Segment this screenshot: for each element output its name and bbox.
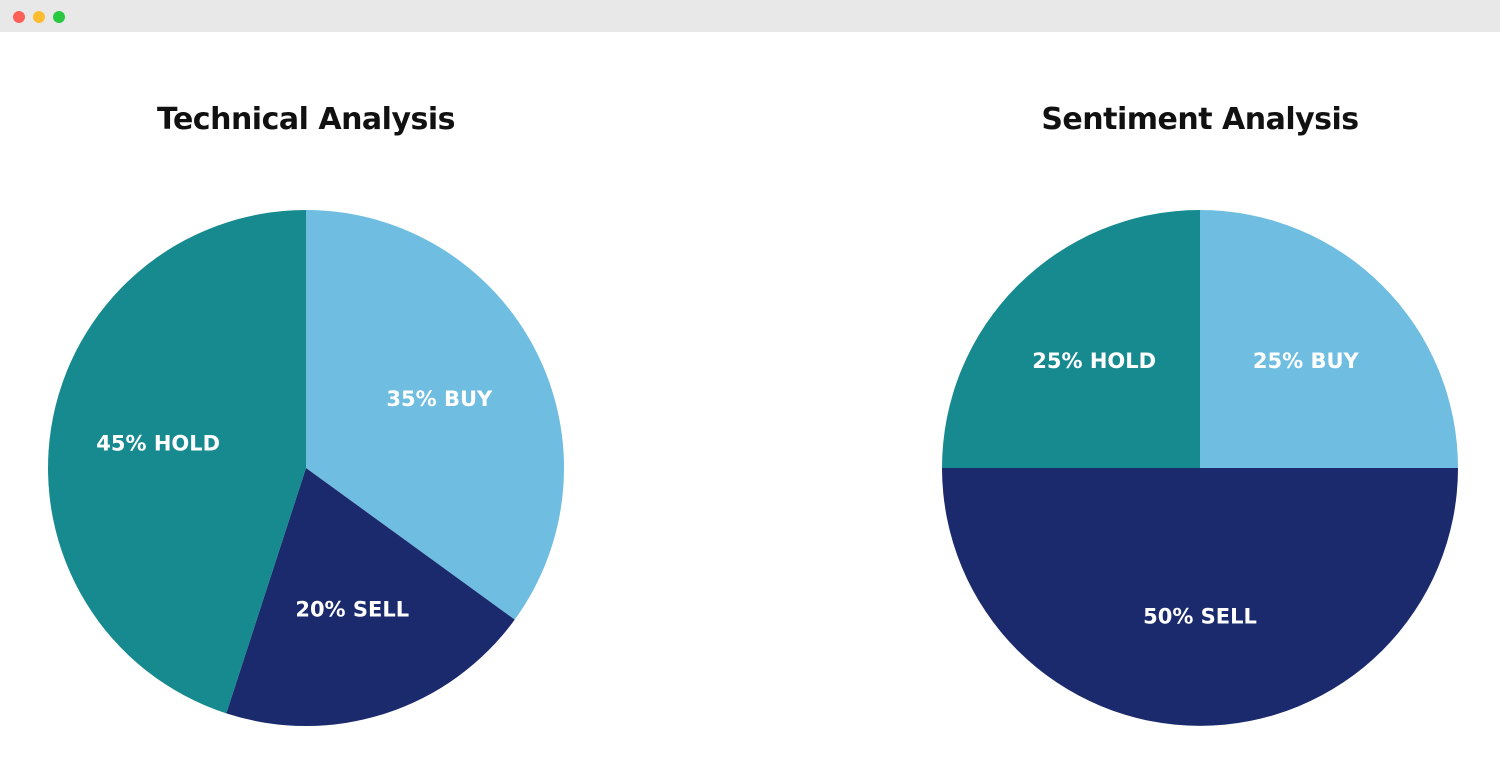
pie-charts: 35% BUY 20% SELL 45% HOLD 25% BUY 50% SELL 25… [48, 210, 1458, 726]
technical-slice-hold [48, 210, 307, 714]
technical-slice-sell [226, 468, 515, 726]
sentiment-label-hold: 25% HOLD [1032, 349, 1156, 373]
sentiment-slice-hold [942, 210, 1200, 468]
charts-panel: Technical Analysis Sentiment Analysis 35… [0, 32, 1500, 782]
window-titlebar [0, 0, 1500, 32]
technical-label-buy: 35% BUY [386, 387, 493, 411]
sentiment-label-sell: 50% SELL [1143, 605, 1257, 629]
sentiment-analysis-title: Sentiment Analysis [1041, 102, 1359, 137]
close-window-button[interactable] [13, 11, 25, 23]
technical-analysis-title: Technical Analysis [156, 102, 456, 137]
technical-slice-buy [306, 210, 564, 620]
technical-label-hold: 45% HOLD [96, 432, 220, 456]
minimize-window-button[interactable] [33, 11, 45, 23]
sentiment-slice-sell [942, 468, 1458, 726]
sentiment-slice-buy [1200, 210, 1458, 468]
sentiment-label-buy: 25% BUY [1253, 349, 1360, 373]
technical-label-sell: 20% SELL [295, 597, 409, 621]
maximize-window-button[interactable] [53, 11, 65, 23]
